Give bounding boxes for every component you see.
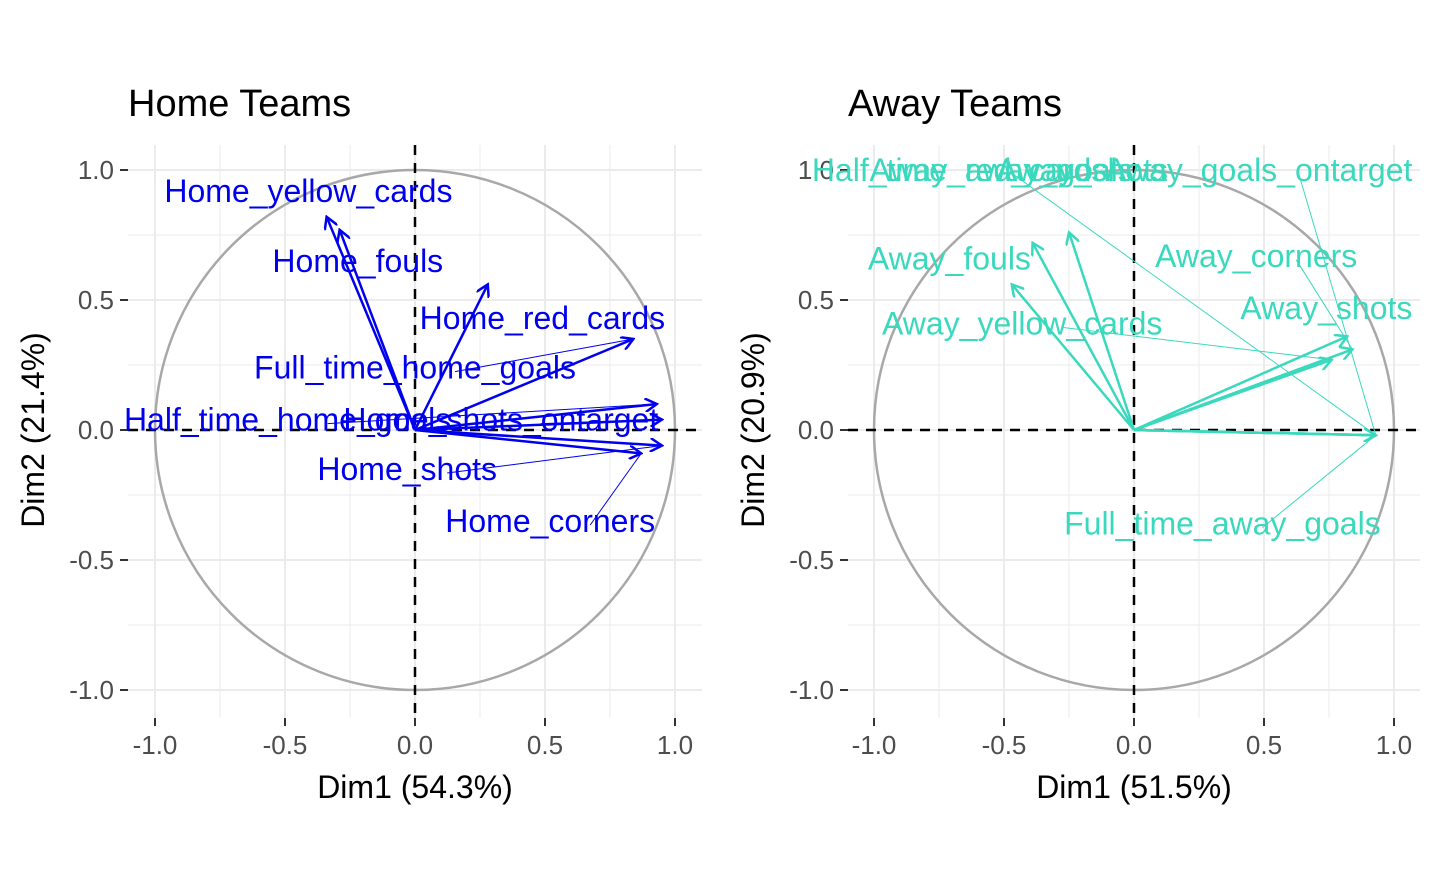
away-variable-label-0: Half_time_away_goals [812, 152, 1134, 188]
home-x-tick-label: -0.5 [263, 730, 308, 760]
away-variable-label-3: Away_goals_ontarget [1105, 152, 1412, 188]
home-arrow-6 [414, 428, 662, 446]
away-variable-label-7: Away_yellow_cards [882, 305, 1162, 341]
home-y-tick-label: 0.5 [78, 285, 114, 315]
away-variable-label-6: Away_shots [1240, 290, 1412, 326]
away-y-axis-label: Dim2 (20.9%) [735, 332, 771, 528]
home-variable-label-0: Home_yellow_cards [164, 173, 452, 209]
away-leader-line-8 [1262, 434, 1377, 528]
home-leader-line-5 [540, 419, 663, 425]
home-leader-line-3 [454, 338, 634, 373]
home-leader-line-6 [447, 445, 663, 474]
away-variable-label-2: Away_shots [996, 152, 1168, 188]
home-arrow-1 [340, 230, 417, 431]
away-leader-line-3 [1298, 173, 1377, 436]
home-y-tick-label: 0.0 [78, 415, 114, 445]
home-x-tick-label: 0.5 [527, 730, 563, 760]
home-variable-label-4: Half_time_home_goals [124, 402, 451, 438]
home-x-axis-label: Dim1 (54.3%) [317, 769, 513, 805]
home-teams-panel: -1.0 -0.5 0.0 0.5 1.0 -1.0 -0.5 0.0 0.5 1.0 Home_… [15, 83, 702, 805]
home-arrow-4 [414, 404, 657, 432]
away-x-tick-label: -0.5 [982, 730, 1027, 760]
away-leader-line-7 [1062, 326, 1332, 361]
home-x-tick-label: 1.0 [657, 730, 693, 760]
away-variable-label-4: Away_fouls [868, 240, 1031, 276]
home-x-tick-label: 0.0 [397, 730, 433, 760]
away-x-axis-label: Dim1 (51.5%) [1036, 769, 1232, 805]
away-arrow-8 [1133, 430, 1376, 435]
home-variable-label-7: Home_corners [445, 503, 655, 539]
home-arrow-3 [414, 339, 633, 432]
away-chart-title: Away Teams [848, 83, 1062, 125]
home-y-axis-label: Dim2 (21.4%) [15, 332, 51, 528]
away-y-tick-label: 1.0 [798, 155, 834, 185]
home-variable-label-3: Full_time_home_goals [254, 350, 576, 386]
home-y-tick-label: -1.0 [69, 675, 114, 705]
away-variable-label-1: Away_red_cards [870, 152, 1108, 188]
home-leader-line-4 [327, 403, 657, 425]
away-arrow-1 [1033, 243, 1136, 431]
home-chart-title: Home Teams [128, 83, 351, 125]
away-leader-line-0 [1012, 173, 1377, 436]
home-arrow-0 [327, 217, 417, 431]
away-x-tick-label: -1.0 [852, 730, 897, 760]
home-y-tick-label: 1.0 [78, 155, 114, 185]
away-variable-label-5: Away_corners [1155, 238, 1357, 274]
home-x-tick-label: -1.0 [133, 730, 178, 760]
away-variable-label-8: Full_time_away_goals [1064, 506, 1381, 542]
home-variable-label-1: Home_fouls [272, 243, 443, 279]
away-x-tick-label: 1.0 [1376, 730, 1412, 760]
home-variable-label-2: Home_red_cards [420, 300, 665, 336]
away-arrow-7 [1133, 360, 1332, 432]
away-y-tick-label: -0.5 [789, 545, 834, 575]
home-variable-label-5: Home_shots_ontarget [343, 402, 658, 438]
home-variable-label-6: Home_shots [317, 451, 497, 487]
away-teams-panel: -1.0 -0.5 0.0 0.5 1.0 -1.0 -0.5 0.0 0.5 1.0 Half_… [735, 83, 1420, 805]
home-arrow-2 [413, 284, 488, 431]
away-arrow-6 [1133, 336, 1347, 432]
away-y-tick-label: -1.0 [789, 675, 834, 705]
home-y-tick-label: -0.5 [69, 545, 114, 575]
away-arrow-4 [1012, 284, 1135, 431]
away-y-tick-label: 0.0 [798, 415, 834, 445]
home-leader-line-7 [589, 453, 642, 526]
away-x-tick-label: 0.0 [1116, 730, 1152, 760]
away-y-tick-label: 0.5 [798, 285, 834, 315]
away-x-tick-label: 0.5 [1246, 730, 1282, 760]
away-arrow-2 [1069, 232, 1136, 431]
home-arrow-7 [414, 428, 641, 453]
